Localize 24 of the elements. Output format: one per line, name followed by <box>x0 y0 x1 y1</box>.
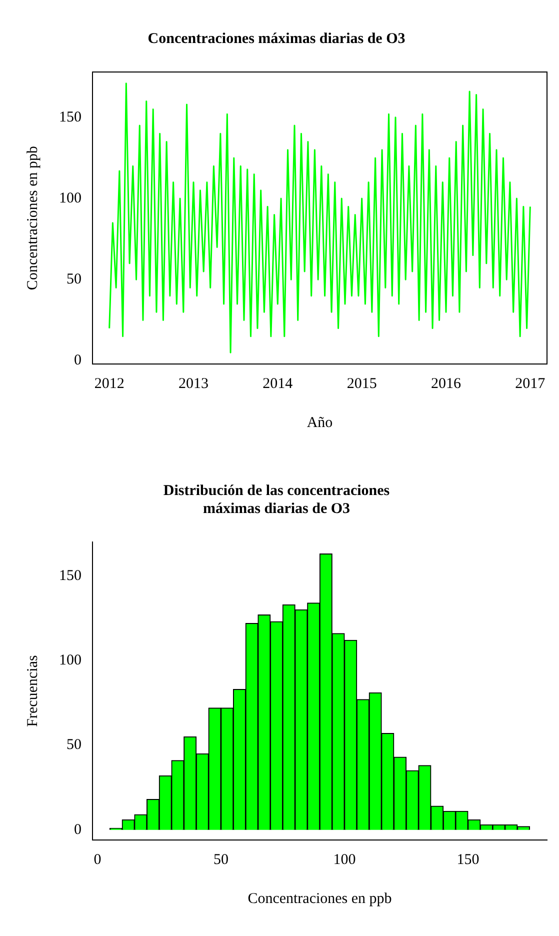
y-axis-title: Frecuencias <box>24 655 41 727</box>
x-tick-label: 2015 <box>346 376 377 392</box>
x-tick-label: 100 <box>333 852 356 868</box>
x-tick-label: 150 <box>456 852 480 868</box>
y-tick-label: 0 <box>74 822 82 838</box>
y-axis-title: Concentraciones en ppb <box>24 146 41 290</box>
chart-title: Concentraciones máximas diarias de O3 <box>148 30 406 47</box>
x-tick-label: 2017 <box>515 376 546 392</box>
y-tick-label: 150 <box>59 568 82 584</box>
x-tick-label: 2012 <box>94 376 124 392</box>
y-tick-label: 50 <box>66 737 82 754</box>
x-tick-label: 2013 <box>178 376 208 392</box>
y-tick-label: 150 <box>59 109 82 126</box>
x-tick-label: 2016 <box>431 376 462 392</box>
y-tick-label: 100 <box>59 652 82 668</box>
x-tick-label: 2014 <box>262 376 294 392</box>
x-tick-label: 50 <box>213 852 228 868</box>
y-tick-label: 0 <box>74 352 82 369</box>
y-tick-label: 50 <box>66 272 82 288</box>
chart-title: Distribución de las concentraciones máximas diarias de O3 <box>163 482 390 517</box>
x-axis-title: Concentraciones en ppb <box>248 890 392 907</box>
y-tick-label: 100 <box>59 190 82 206</box>
x-tick-label: 0 <box>94 852 102 868</box>
x-axis-title: Año <box>306 414 333 431</box>
